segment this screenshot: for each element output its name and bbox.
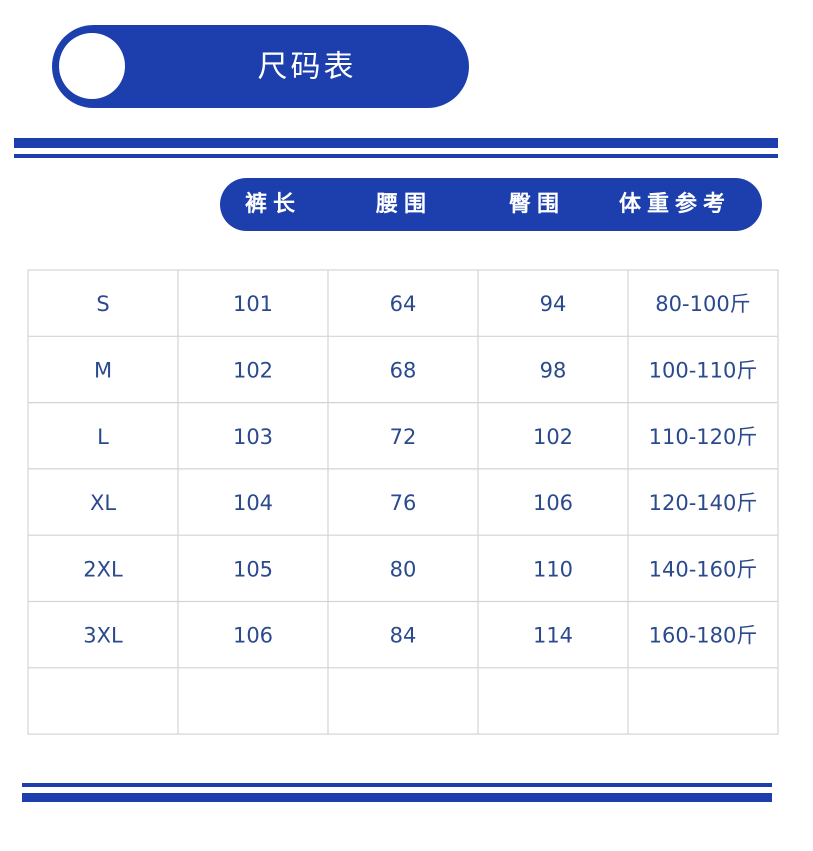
table-cell: 76 bbox=[390, 491, 417, 515]
table-cell: 106 bbox=[233, 624, 273, 648]
table-cell: 104 bbox=[233, 491, 273, 515]
divider-thick bbox=[22, 793, 772, 802]
table-cell: 160-180斤 bbox=[649, 624, 758, 648]
title-pill bbox=[52, 25, 469, 108]
divider-thick bbox=[14, 138, 778, 148]
table-cell: 80-100斤 bbox=[655, 292, 750, 316]
table-cell: 102 bbox=[533, 425, 573, 449]
table-cell: 64 bbox=[390, 292, 417, 316]
column-header: 腰围 bbox=[375, 192, 432, 217]
table-cell: 72 bbox=[390, 425, 417, 449]
column-header: 裤长 bbox=[245, 191, 301, 217]
table-cell: 80 bbox=[390, 557, 417, 581]
table-cell: 84 bbox=[390, 624, 417, 648]
column-header: 体重参考 bbox=[619, 191, 731, 217]
table-cell: 114 bbox=[533, 624, 573, 648]
table-cell: 94 bbox=[540, 292, 567, 316]
table-cell: 98 bbox=[540, 358, 567, 382]
column-header: 臀围 bbox=[509, 192, 565, 217]
header-pill bbox=[220, 178, 762, 231]
page-title: 尺码表 bbox=[258, 50, 357, 85]
table-cell: 100-110斤 bbox=[649, 358, 758, 382]
size-label: 2XL bbox=[83, 557, 123, 581]
size-label: S bbox=[96, 292, 109, 316]
table-cell: 110-120斤 bbox=[649, 425, 758, 449]
table-cell: 103 bbox=[233, 425, 273, 449]
table-cell: 102 bbox=[233, 358, 273, 382]
size-label: L bbox=[97, 425, 109, 449]
table-cell: 120-140斤 bbox=[649, 491, 758, 515]
header-group: 裤长 腰围 臀围 体重参考 bbox=[245, 191, 731, 217]
table-cell: 101 bbox=[233, 292, 273, 316]
size-label: 3XL bbox=[83, 624, 123, 648]
table-cell: 68 bbox=[390, 358, 417, 382]
table-border bbox=[27, 269, 779, 735]
table-cell: 110 bbox=[533, 557, 573, 581]
size-label: XL bbox=[90, 491, 116, 515]
table-cell: 106 bbox=[533, 491, 573, 515]
table-cell: 140-160斤 bbox=[649, 557, 758, 581]
size-label: M bbox=[94, 358, 112, 382]
table-cell: 105 bbox=[233, 557, 273, 581]
logo-circle bbox=[59, 33, 125, 99]
divider-thin bbox=[14, 154, 778, 158]
size-table: S 101 64 94 80-100斤 M 102 68 98 100-110斤 L 103 72 102… bbox=[27, 269, 779, 735]
divider-thin bbox=[22, 783, 772, 787]
